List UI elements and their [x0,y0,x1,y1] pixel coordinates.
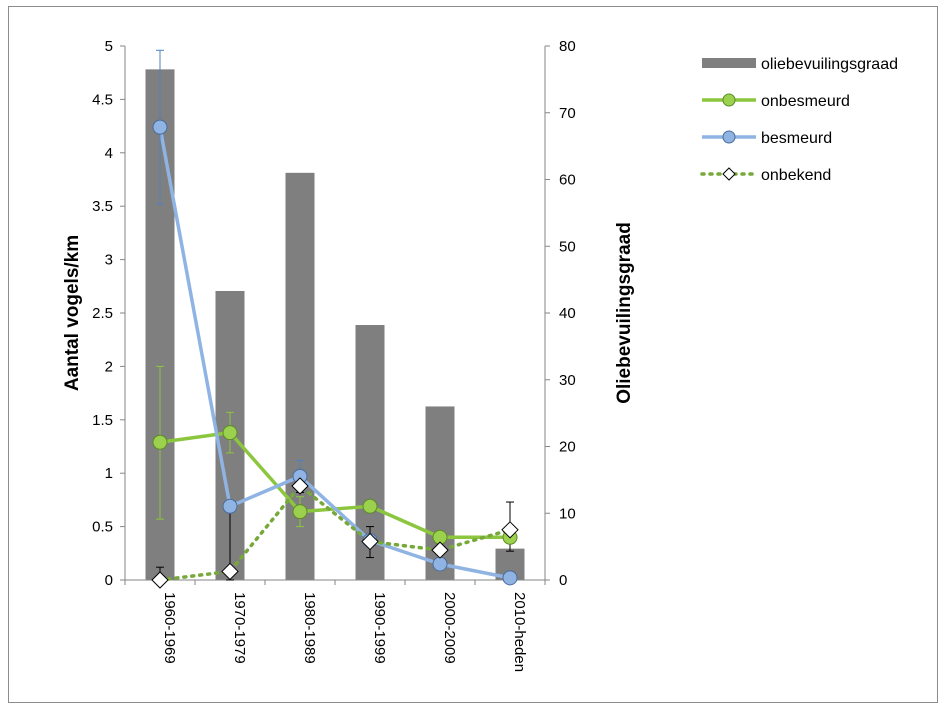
y-tick-label: 2 [105,358,113,375]
left-y-ticks: 0 0.5 1 1.5 2 2.5 3 3.5 4 4.5 5 [92,38,125,589]
y2-tick-label: 40 [559,305,576,322]
legend-swatch [702,58,756,68]
marker-onbesmeurd [292,504,308,520]
y-tick-label: 3.5 [92,198,113,215]
marker-onbekend [501,521,519,539]
x-tick-label: 1970-1979 [231,592,248,664]
legend-marker [722,130,736,144]
y2-tick-label: 30 [559,372,576,389]
markers [151,119,519,589]
legend-marker [722,167,736,181]
marker-besmeurd [152,119,168,135]
marker-onbekend [431,541,449,559]
right-y-ticks: 0 10 20 30 40 50 60 70 80 [545,38,576,589]
y2-axis-title: Oliebevuilingsgraad [614,222,635,404]
x-ticks: 1960-1969 1970-1979 1980-1989 1990-1999 2000… [124,580,546,672]
y-tick-label: 5 [105,38,113,55]
y-tick-label: 4.5 [92,91,113,108]
y-tick-label: 0 [105,572,113,589]
legend-label: onbekend [761,167,831,184]
y-tick-label: 1.5 [92,412,113,429]
y2-tick-label: 50 [559,238,576,255]
series-line-onbesmeurd [159,430,510,540]
y-tick-label: 1 [105,465,113,482]
bar-series-oliebevuilingsgraad [145,69,525,581]
legend-label: onbesmeurd [761,93,850,110]
marker-onbekend [221,562,239,581]
y-tick-label: 3 [105,252,113,269]
marker-onbekend [291,477,309,495]
marker-onbesmeurd [222,425,238,441]
y-tick-label: 4 [105,145,113,162]
y-axis-title: Aantal vogels/km [62,235,83,391]
legend-label: oliebevuilingsgraad [761,56,898,73]
y-tick-label: 0.5 [92,519,113,536]
y2-tick-label: 60 [559,172,576,189]
legend-marker [722,93,736,107]
marker-onbesmeurd [152,434,168,450]
x-tick-label: 2010-heden [511,592,528,672]
x-tick-label: 2000-2009 [441,592,458,664]
axes [124,46,546,581]
line-series [158,126,512,582]
legend-item-oliebevuilingsgraad: oliebevuilingsgraad [702,56,898,73]
marker-onbekend [361,532,379,551]
error-bars [156,49,514,581]
legend: oliebevuilingsgraad onbesmeurd besmeurd onb… [700,56,898,184]
marker-onbesmeurd [362,498,378,514]
legend-item-onbekend: onbekend [700,167,831,184]
y2-tick-label: 70 [559,105,576,122]
legend-item-onbesmeurd: onbesmeurd [702,93,850,110]
marker-onbekend [151,571,169,589]
y2-tick-label: 80 [559,38,576,55]
marker-besmeurd [222,498,238,514]
x-tick-label: 1960-1969 [161,592,178,664]
legend-label: besmeurd [761,130,832,147]
y2-tick-label: 10 [559,505,576,522]
x-tick-label: 1980-1989 [301,592,318,664]
y-tick-label: 2.5 [92,305,113,322]
marker-besmeurd [432,556,448,572]
marker-besmeurd [502,570,518,586]
y2-tick-label: 0 [559,572,567,589]
y2-tick-label: 20 [559,439,576,456]
x-tick-label: 1990-1999 [371,592,388,664]
series-line-besmeurd [158,126,511,580]
legend-item-besmeurd: besmeurd [702,130,832,147]
series-line-onbekend [158,484,512,582]
